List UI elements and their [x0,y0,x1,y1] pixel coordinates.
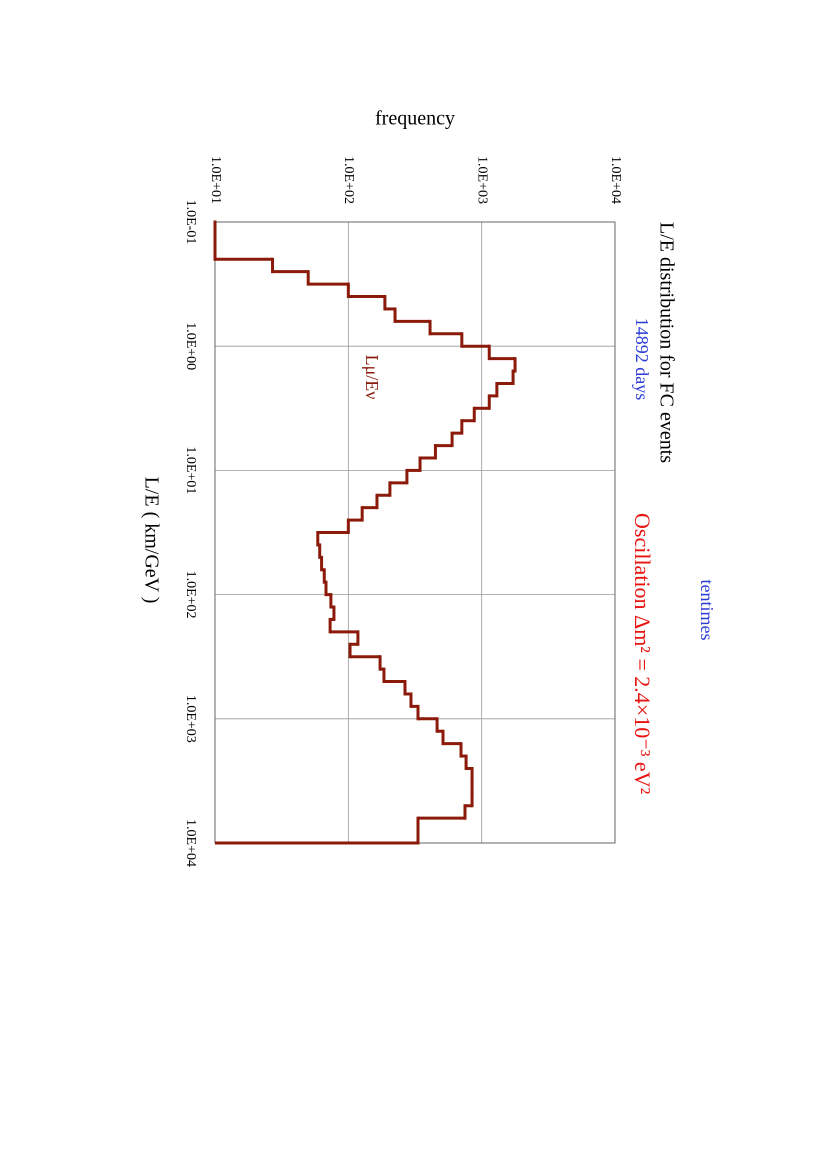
scale-note: tentimes [697,580,717,641]
curve-label: Lμ/Eν [362,355,382,400]
x-tick-label: 1.0E+00 [183,322,198,370]
x-tick-label: 1.0E+01 [183,446,198,494]
rotated-chart: L/E distribution for FC events 14892 day… [140,156,716,867]
x-axis-label: L/E ( km/GeV ) [140,477,162,604]
y-tick-label: 1.0E+04 [608,156,623,204]
y-tick-label: 1.0E+02 [341,156,356,204]
y-tick-label: 1.0E+01 [208,156,223,204]
subtitle: 14892 days [632,318,652,401]
oscillation-note: Oscillation Δm² = 2.4×10⁻³ eV² [630,513,655,795]
x-tick-label: 1.0E+04 [183,819,198,867]
x-tick-label: 1.0E+02 [183,571,198,619]
chart-title: L/E distribution for FC events [655,222,677,463]
y-axis-label: frequency [375,108,455,130]
x-tick-label: 1.0E+03 [183,695,198,743]
x-tick-label: 1.0E-01 [183,200,198,245]
y-tick-label: 1.0E+03 [474,156,489,204]
